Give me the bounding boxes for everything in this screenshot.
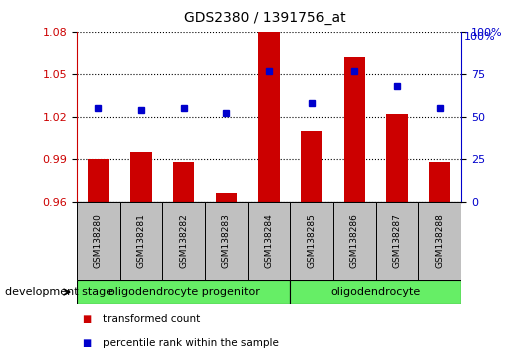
- Bar: [120, 202, 162, 280]
- Bar: [162, 202, 205, 280]
- Text: GDS2380 / 1391756_at: GDS2380 / 1391756_at: [184, 11, 346, 25]
- Text: GSM138284: GSM138284: [264, 213, 273, 268]
- Text: percentile rank within the sample: percentile rank within the sample: [103, 338, 279, 348]
- Text: GSM138281: GSM138281: [136, 213, 145, 268]
- Bar: [87, 159, 109, 202]
- Bar: [205, 202, 248, 280]
- Bar: [258, 32, 280, 202]
- Bar: [130, 152, 152, 202]
- Bar: [290, 202, 333, 280]
- Bar: [418, 202, 461, 280]
- Bar: [216, 193, 237, 202]
- Bar: [77, 202, 120, 280]
- Bar: [248, 202, 290, 280]
- Bar: [333, 202, 376, 280]
- Text: 100%: 100%: [464, 32, 496, 42]
- Bar: [301, 131, 322, 202]
- Text: ■: ■: [82, 314, 91, 324]
- Text: oligodendrocyte progenitor: oligodendrocyte progenitor: [108, 287, 260, 297]
- Bar: [343, 57, 365, 202]
- Text: GSM138288: GSM138288: [435, 213, 444, 268]
- Text: GSM138286: GSM138286: [350, 213, 359, 268]
- Text: GSM138285: GSM138285: [307, 213, 316, 268]
- Text: GSM138282: GSM138282: [179, 213, 188, 268]
- Bar: [386, 114, 408, 202]
- Text: GSM138280: GSM138280: [94, 213, 103, 268]
- Bar: [376, 202, 418, 280]
- Text: GSM138287: GSM138287: [393, 213, 402, 268]
- Text: development stage: development stage: [5, 287, 113, 297]
- Bar: [429, 162, 450, 202]
- Bar: [173, 162, 195, 202]
- Text: transformed count: transformed count: [103, 314, 200, 324]
- Text: GSM138283: GSM138283: [222, 213, 231, 268]
- Bar: [290, 280, 461, 304]
- Text: oligodendrocyte: oligodendrocyte: [331, 287, 421, 297]
- Bar: [77, 280, 290, 304]
- Text: ■: ■: [82, 338, 91, 348]
